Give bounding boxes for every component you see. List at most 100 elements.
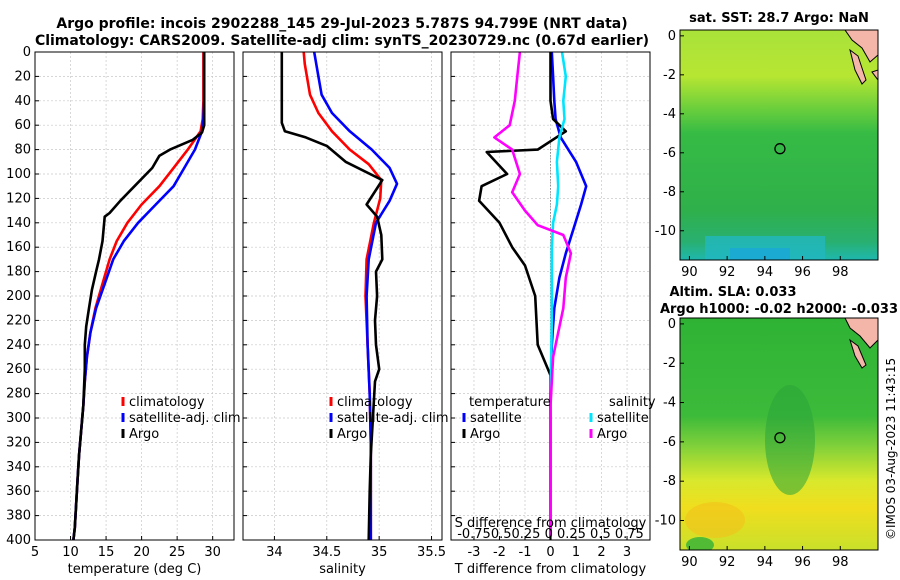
temperature-ytick-label-11: 220: [6, 313, 31, 328]
sla_map-ytick-label-3: -6: [663, 435, 676, 450]
difference-series-s-satellite: [549, 51, 568, 540]
sla-map-axes: 90 92 94 96 98 0 -2 -4 -6 -8 -10: [655, 317, 849, 570]
temperature-ytick-label-16: 320: [6, 435, 31, 450]
difference-xtick-label-0: -3: [467, 545, 480, 560]
sst_map-ytick-label-3: -6: [663, 146, 676, 161]
salinity-legend-label-2: Argo: [337, 427, 367, 442]
difference-panel: -3 -2 -1 0 1 2 3 T difference from climatology t…: [450, 51, 656, 577]
temperature-ytick-label-20: 400: [6, 533, 31, 548]
temperature-ytick-label-8: 160: [6, 240, 31, 255]
temperature-legend-label-0: climatology: [129, 395, 205, 410]
sst_map-xtick-label-2: 94: [757, 265, 774, 280]
sst-argo-marker: [774, 143, 786, 155]
temperature-legend-label-2: Argo: [129, 427, 159, 442]
temperature-xtick-label-1: 10: [62, 545, 79, 560]
temperature-ytick-label-10: 200: [6, 289, 31, 304]
sla_map-ytick-label-4: -8: [663, 474, 676, 489]
temperature-xtick-label-5: 30: [204, 545, 221, 560]
salinity-xtick-label-2: 35: [371, 545, 388, 560]
sla-map: [680, 318, 878, 550]
difference-legend-header-salinity: salinity: [609, 395, 656, 410]
temperature-xtick-label-2: 15: [98, 545, 115, 560]
sst_map-ytick-label-5: -10: [655, 224, 676, 239]
temperature-xtick-label-0: 5: [31, 545, 39, 560]
temperature-ytick-label-6: 120: [6, 191, 31, 206]
difference-legend-t-label-1: Argo: [470, 427, 500, 442]
sst-map-axes: 90 92 94 96 98 0 -2 -4 -6 -8 -10: [655, 29, 849, 280]
sla-map-title: Altim. SLA: 0.033: [670, 285, 797, 300]
difference-legend-header-temperature: temperature: [469, 395, 551, 410]
temperature-ytick-label-1: 20: [14, 69, 31, 84]
salinity-series-satellite-adj-clim: [312, 51, 399, 540]
temperature-ytick-label-2: 40: [14, 94, 31, 109]
sst-map: [680, 30, 878, 260]
temperature-ytick-label-0: 0: [23, 45, 31, 60]
difference-xtick-label-5: 2: [597, 545, 605, 560]
salinity-xtick-label-3: 35.5: [417, 545, 446, 560]
temperature-ytick-label-19: 380: [6, 509, 31, 524]
salinity-panel: 34 34.5 35 35.5 salinity climatologysatellite…: [242, 51, 449, 577]
difference-xlabel: T difference from climatology: [454, 562, 647, 577]
difference-xtick-label-6: 3: [623, 545, 631, 560]
title-line-2: Climatology: CARS2009. Satellite-adj cli…: [35, 33, 649, 49]
temperature-ytick-label-9: 180: [6, 265, 31, 280]
salinity-xtick-label-1: 34.5: [312, 545, 341, 560]
difference-xtick-label-1: -2: [493, 545, 506, 560]
temperature-xtick-label-4: 25: [169, 545, 186, 560]
temperature-ytick-label-7: 140: [6, 216, 31, 231]
side-timestamp: ©IMOS 03-Aug-2023 11:43:15: [884, 358, 898, 540]
difference-xtick-label-2: -1: [519, 545, 532, 560]
sla_map-xtick-label-4: 98: [832, 555, 849, 570]
sst_map-xtick-label-0: 90: [681, 265, 698, 280]
sla-map-subtitle: Argo h1000: -0.02 h2000: -0.033: [660, 302, 898, 317]
temperature-ytick-label-12: 240: [6, 338, 31, 353]
sst_map-xtick-label-3: 96: [794, 265, 811, 280]
salinity-legend-label-0: climatology: [337, 395, 413, 410]
salinity-legend-label-1: satellite-adj. clim: [337, 411, 449, 426]
sla-argo-marker: [774, 432, 786, 444]
temperature-xtick-label-3: 20: [133, 545, 150, 560]
difference-legend-s-label-1: Argo: [597, 427, 627, 442]
temperature-ytick-label-13: 260: [6, 362, 31, 377]
sla_map-ytick-label-1: -2: [663, 356, 676, 371]
sla_map-ytick-label-5: -10: [655, 514, 676, 529]
temperature-ytick-label-5: 100: [6, 167, 31, 182]
title-line-1: Argo profile: incois 2902288_145 29-Jul-…: [56, 16, 627, 32]
difference-s-ticks: -0.750.50.25 0 0.25 0.5 0.75: [457, 527, 644, 542]
sst_map-ytick-label-4: -8: [663, 185, 676, 200]
temperature-ytick-label-18: 360: [6, 484, 31, 499]
sla_map-ytick-label-2: -4: [663, 396, 676, 411]
temperature-ytick-label-15: 300: [6, 411, 31, 426]
difference-xtick-label-3: 0: [546, 545, 554, 560]
sla_map-xtick-label-3: 96: [794, 555, 811, 570]
sst_map-xtick-label-4: 98: [832, 265, 849, 280]
temperature-xlabel: temperature (deg C): [68, 562, 202, 577]
difference-series-s-argo: [493, 51, 573, 540]
temperature-ytick-label-17: 340: [6, 460, 31, 475]
difference-legend-t-label-0: satellite: [470, 411, 522, 426]
difference-s-axis-label: S difference from climatology: [455, 516, 647, 531]
sst-map-frame: [679, 29, 879, 261]
temperature-legend-label-1: satellite-adj. clim: [129, 411, 241, 426]
sla-map-frame: [679, 317, 879, 551]
salinity-xlabel: salinity: [319, 562, 366, 577]
sst_map-ytick-label-0: 0: [668, 29, 676, 44]
sla_map-xtick-label-1: 92: [719, 555, 736, 570]
salinity-xtick-label-0: 34: [266, 545, 283, 560]
sla_map-ytick-label-0: 0: [668, 317, 676, 332]
sla_map-xtick-label-2: 94: [757, 555, 774, 570]
sst_map-ytick-label-1: -2: [663, 68, 676, 83]
temperature-ytick-label-14: 280: [6, 387, 31, 402]
difference-xtick-label-4: 1: [572, 545, 580, 560]
temperature-ytick-label-4: 80: [14, 143, 31, 158]
temperature-series-argo: [72, 52, 206, 541]
sst_map-ytick-label-2: -4: [663, 107, 676, 122]
sst-map-title: sat. SST: 28.7 Argo: NaN: [689, 11, 869, 26]
temperature-ytick-label-3: 60: [14, 118, 31, 133]
difference-legend-s-label-0: satellite: [597, 411, 649, 426]
salinity-series-argo: [280, 52, 384, 541]
sst_map-xtick-label-1: 92: [719, 265, 736, 280]
sla_map-xtick-label-0: 90: [681, 555, 698, 570]
